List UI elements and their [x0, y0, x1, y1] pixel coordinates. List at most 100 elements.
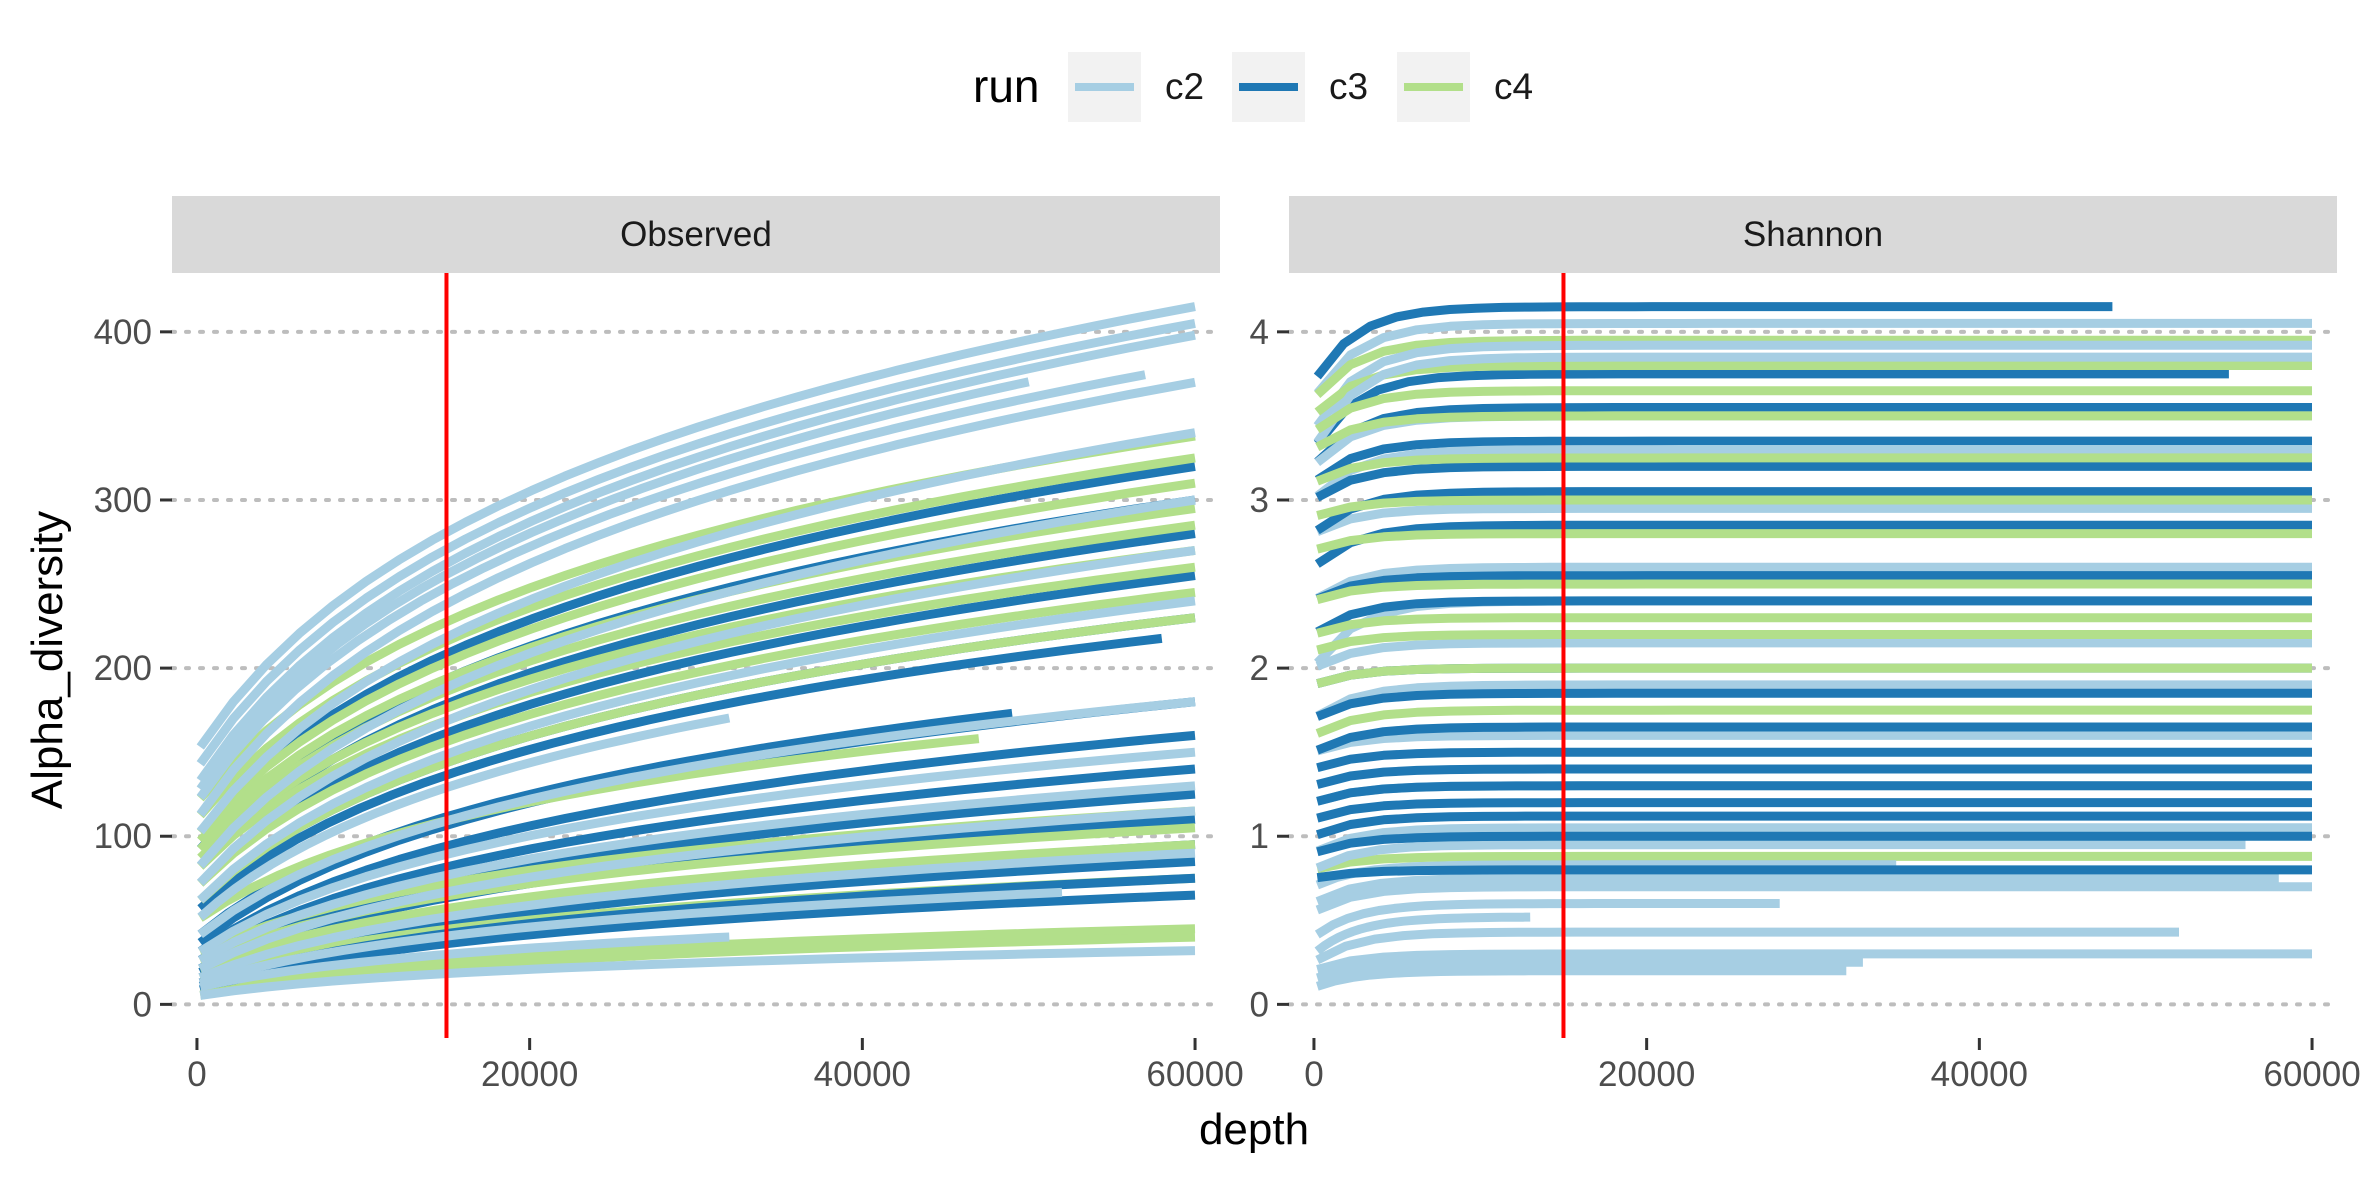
curve-c3	[1314, 403, 2312, 466]
curve-c2	[197, 713, 731, 921]
legend-title: run	[973, 60, 1039, 112]
curve-c3	[1315, 811, 2312, 840]
y-tick-label: 4	[1250, 313, 1269, 352]
y-tick-label: 100	[94, 817, 152, 856]
curve-c2	[198, 848, 1196, 982]
curve-c4	[199, 924, 1196, 995]
curve-c4	[1316, 529, 2312, 554]
curve-c4	[197, 588, 1196, 887]
curve-c3	[1316, 747, 2312, 773]
legend: run c2 c3 c4	[973, 52, 1533, 122]
curve-c2	[1315, 638, 2312, 671]
curve-c3	[1314, 487, 2312, 535]
curve-c2	[1315, 680, 2312, 720]
curve-c2	[199, 932, 730, 992]
curve-c4	[1315, 453, 2312, 486]
legend-label-c4: c4	[1494, 66, 1533, 107]
y-tick-label: 1	[1250, 817, 1269, 856]
curve-c4	[1314, 335, 2312, 398]
curve-c4	[1316, 495, 2312, 520]
curve-c2	[196, 370, 1146, 801]
curve-c4	[1315, 411, 2312, 451]
x-tick-label: 0	[187, 1055, 206, 1094]
legend-item-c3: c3	[1232, 52, 1368, 122]
x-tick-label: 20000	[481, 1055, 578, 1094]
curve-c4	[199, 932, 1196, 1000]
x-tick-label: 60000	[1146, 1055, 1243, 1094]
curve-c3	[199, 890, 1196, 995]
legend-item-c2: c2	[1068, 52, 1204, 122]
curve-c2	[196, 377, 1030, 792]
curve-c3	[1315, 688, 2312, 721]
curve-c2	[1313, 318, 2312, 397]
curve-c3	[1316, 798, 2312, 823]
strip-label-observed: Observed	[620, 215, 772, 254]
curve-c2	[1315, 840, 2246, 873]
curve-c2	[197, 697, 1196, 939]
curve-c3	[1316, 865, 2312, 883]
curve-c2	[1314, 912, 1531, 955]
curve-c2	[1315, 503, 2312, 536]
curve-c2	[1316, 949, 2312, 974]
y-tick-label: 400	[94, 313, 152, 352]
curve-c2	[1315, 957, 1863, 983]
x-tick-label: 0	[1304, 1055, 1323, 1094]
curve-c4	[1316, 663, 2312, 688]
curve-c2	[196, 428, 1196, 835]
curve-c3	[1313, 302, 2113, 380]
curve-c3	[197, 571, 1196, 887]
curve-c2	[1315, 823, 2312, 856]
curve-c2	[1316, 730, 2312, 756]
curve-c3	[1316, 781, 2312, 806]
curve-c2	[198, 806, 1196, 973]
curve-c2	[198, 781, 1196, 965]
curve-c3	[1316, 831, 2312, 857]
curve-c4	[1314, 361, 2312, 416]
y-tick-label: 2	[1250, 649, 1269, 688]
legend-label-c3: c3	[1329, 66, 1368, 107]
y-axis-title: Alpha_diversity	[23, 511, 72, 809]
y-tick-label: 3	[1250, 481, 1269, 520]
curve-c3	[1314, 520, 2312, 568]
x-tick-label: 40000	[814, 1055, 911, 1094]
curve-c4	[1315, 705, 2312, 738]
curve-c2	[1315, 927, 2179, 965]
curve-c2	[196, 377, 1196, 818]
y-tick-label: 200	[94, 649, 152, 688]
strip-observed	[172, 196, 1220, 273]
curve-c2	[1315, 966, 1847, 991]
curve-c3	[197, 633, 1163, 913]
x-tick-label: 40000	[1931, 1055, 2028, 1094]
curve-c4	[1314, 386, 2312, 434]
curve-c2	[1315, 873, 2279, 906]
curve-c4	[198, 840, 1196, 974]
curve-c3	[1313, 369, 2229, 447]
curve-c4	[197, 613, 1196, 904]
curve-c3	[1315, 596, 2312, 636]
y-tick-label: 0	[1250, 985, 1269, 1024]
curve-c3	[1314, 436, 2312, 484]
curve-c3	[1316, 764, 2312, 789]
curve-c2	[1315, 882, 2312, 915]
curve-c3	[197, 730, 1196, 956]
curve-c4	[1316, 851, 2312, 874]
curve-c2	[196, 302, 1196, 750]
curve-c4	[1316, 613, 2312, 638]
curve-c2	[199, 946, 1196, 1000]
x-axis-title: depth	[1199, 1105, 1309, 1154]
curve-c4	[1316, 630, 2312, 655]
panel-shannon: 0 1 2 3 4 0 20000 40000 60000	[1250, 273, 2361, 1094]
curve-c2	[197, 545, 1196, 886]
curve-c2	[197, 747, 1196, 956]
curve-c2	[198, 887, 1063, 988]
curve-c2	[1313, 340, 2312, 429]
curve-c2	[196, 495, 1196, 869]
curve-c4	[196, 478, 1196, 836]
y-tick-label: 0	[133, 985, 152, 1024]
legend-item-c4: c4	[1397, 52, 1533, 122]
curve-c4	[1316, 579, 2312, 604]
strip-label-shannon: Shannon	[1743, 215, 1883, 254]
curve-c3	[1315, 722, 2312, 755]
